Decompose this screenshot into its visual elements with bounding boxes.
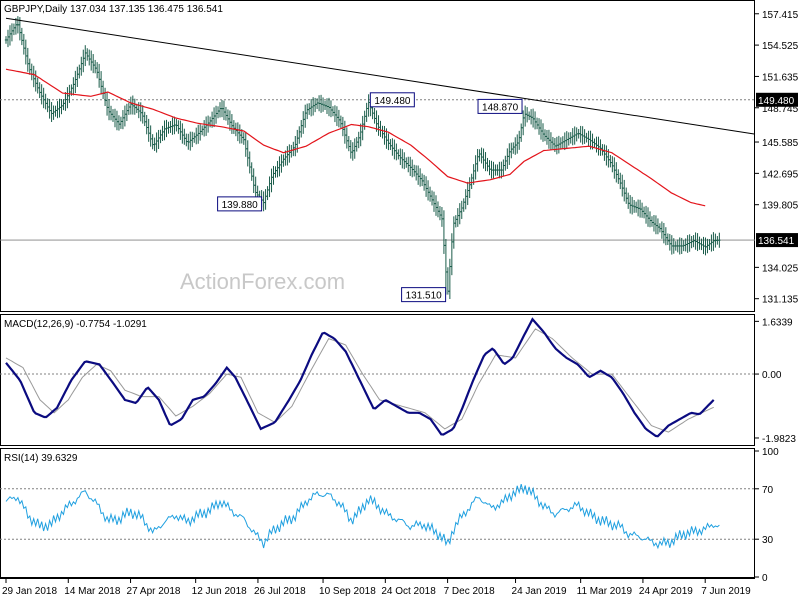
trendline [5, 17, 756, 135]
current-price-label: 136.541 [758, 236, 795, 247]
x-tick-label: 29 Jan 2018 [2, 586, 57, 597]
macd-panel-frame [0, 314, 755, 446]
rsi-line [5, 483, 720, 550]
x-tick-label: 10 Sep 2018 [319, 586, 376, 597]
rsi-panel-frame [0, 448, 755, 578]
rsi-panel-title: RSI(14) 39.6329 [4, 453, 78, 464]
rsi-y-axis: 100 70 30 0 [755, 447, 779, 584]
price-ytick-label: 151.635 [762, 72, 799, 83]
price-ytick-label: 148.745 [762, 104, 799, 115]
price-panel-title: GBPJPY,Daily 137.034 137.135 136.475 136… [4, 4, 223, 15]
rsi-lines [5, 483, 720, 550]
level-price-label: 149.480 [758, 96, 795, 107]
annotation-label: 131.510 [406, 291, 443, 302]
macd-lines [5, 317, 715, 438]
x-tick-label: 7 Dec 2018 [444, 586, 496, 597]
price-panel-frame [0, 0, 755, 312]
x-tick-label: 7 Jun 2019 [701, 586, 751, 597]
rsi-ytick-label: 0 [762, 573, 768, 584]
x-tick-label: 26 Jul 2018 [254, 586, 306, 597]
annotation-box [477, 98, 523, 114]
x-tick-label: 24 Apr 2019 [639, 586, 693, 597]
x-tick-label: 14 Mar 2018 [64, 586, 121, 597]
x-tick-label: 12 Jun 2018 [192, 586, 247, 597]
level-price-box [756, 92, 798, 107]
macd-ytick-label: -1.9823 [762, 434, 796, 445]
rsi-ytick-label: 30 [762, 535, 774, 546]
annotation-box [217, 196, 263, 212]
moving-average-line [5, 68, 706, 207]
price-ytick-label: 145.585 [762, 138, 799, 149]
price-lines [5, 17, 756, 207]
rsi-ytick-label: 100 [762, 447, 779, 458]
macd-line [5, 317, 715, 438]
price-ytick-label: 139.805 [762, 201, 799, 212]
annotation-label: 148.870 [482, 102, 519, 113]
watermark: ActionForex.com [180, 269, 345, 294]
x-tick-label: 24 Oct 2018 [381, 586, 436, 597]
macd-ytick-label: 0.00 [762, 370, 782, 381]
annotation-label: 149.480 [374, 96, 411, 107]
x-tick-label: 11 Mar 2019 [577, 586, 633, 597]
rsi-ytick-label: 70 [762, 485, 774, 496]
annotation-box [369, 92, 415, 108]
price-ytick-label: 142.695 [762, 169, 799, 180]
x-tick-label: 27 Apr 2018 [127, 586, 181, 597]
price-bars [4, 16, 721, 299]
price-ytick-label: 131.135 [762, 295, 799, 306]
price-ytick-label: 134.025 [762, 263, 799, 274]
macd-y-axis: 1.6339 0.00 -1.9823 [755, 317, 796, 445]
macd-ytick-label: 1.6339 [762, 317, 793, 328]
x-tick-label: 24 Jan 2019 [512, 586, 567, 597]
price-ytick-label: 154.525 [762, 41, 799, 52]
macd-panel-title: MACD(12,26,9) -0.7754 -1.0291 [4, 319, 147, 330]
rsi-gridlines [0, 488, 755, 540]
price-annotations: 139.880 149.480 131.510 148.870 [217, 92, 523, 303]
annotation-box [401, 287, 447, 303]
current-price-box [756, 233, 798, 248]
x-axis: 29 Jan 2018 14 Mar 2018 27 Apr 2018 12 Jun … [2, 578, 751, 597]
price-y-axis: 157.415 154.525 151.635 148.745 145.585 142.6… [755, 10, 799, 306]
annotation-label: 139.880 [222, 200, 259, 211]
price-ytick-label: 157.415 [762, 10, 799, 21]
